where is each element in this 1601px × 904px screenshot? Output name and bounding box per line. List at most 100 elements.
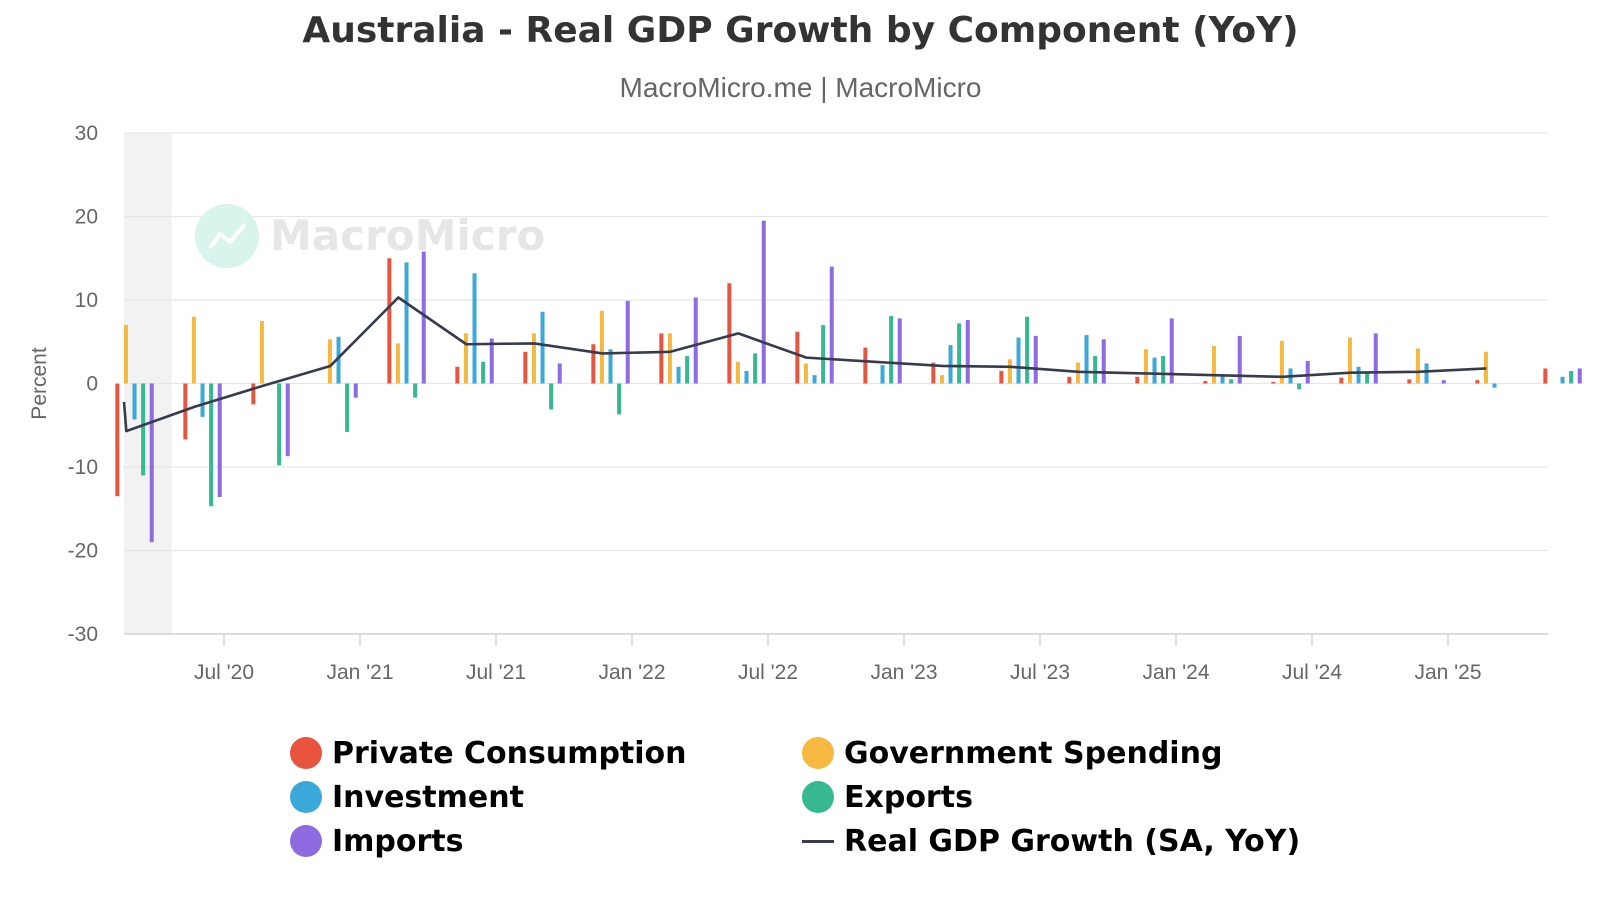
bar-investment <box>608 349 613 384</box>
bar-imports <box>1237 335 1242 384</box>
bar-investment <box>200 383 205 417</box>
bar-investment <box>1016 337 1021 384</box>
bar-investment <box>472 273 477 384</box>
bar-private-consumption <box>1135 376 1140 384</box>
bar-government-spending <box>259 320 264 384</box>
bar-private-consumption <box>1203 380 1208 384</box>
bar-imports <box>353 383 358 398</box>
chart-title: Australia - Real GDP Growth by Component… <box>302 10 1299 51</box>
bar-exports <box>1025 316 1030 384</box>
legend-item[interactable]: Imports <box>290 823 802 859</box>
bar-government-spending <box>735 361 740 384</box>
legend-item[interactable]: Investment <box>290 779 802 815</box>
bar-exports <box>685 355 690 384</box>
bar-imports <box>217 383 222 498</box>
bar-private-consumption <box>455 366 460 384</box>
bar-imports <box>1441 380 1446 384</box>
bar-private-consumption <box>1271 381 1276 384</box>
bar-investment <box>812 375 817 384</box>
bar-private-consumption <box>1339 377 1344 384</box>
legend-dot-swatch <box>290 781 322 813</box>
bar-imports <box>829 266 834 384</box>
bar-private-consumption <box>523 351 528 384</box>
bar-exports <box>413 383 418 398</box>
bar-government-spending <box>939 375 944 384</box>
bar-government-spending <box>803 363 808 384</box>
x-tick-label: Jul '21 <box>466 661 526 684</box>
x-tick-label: Jan '24 <box>1142 661 1209 684</box>
watermark-icon-line <box>208 222 247 250</box>
bar-imports <box>421 251 426 384</box>
bar-investment <box>1560 376 1565 384</box>
bar-investment <box>676 366 681 384</box>
bar-investment <box>1084 335 1089 384</box>
bar-exports <box>141 383 146 476</box>
y-tick-label: 0 <box>86 373 98 396</box>
watermark-logo: MacroMicro <box>195 204 545 268</box>
bar-investment <box>540 311 545 384</box>
x-tick-label: Jul '22 <box>738 661 798 684</box>
bar-exports <box>889 315 894 384</box>
bar-government-spending <box>123 325 128 384</box>
bar-imports <box>693 297 698 384</box>
legend-item[interactable]: Exports <box>802 779 1322 815</box>
legend-label: Private Consumption <box>332 735 687 771</box>
bar-government-spending <box>1007 359 1012 384</box>
bar-investment <box>1424 363 1429 384</box>
x-tick-label: Jan '23 <box>870 661 937 684</box>
bar-imports <box>285 383 290 457</box>
bar-government-spending <box>1143 349 1148 384</box>
bar-government-spending <box>1211 345 1216 384</box>
legend-line-swatch <box>802 839 834 843</box>
bar-imports <box>1305 360 1310 384</box>
bar-government-spending <box>599 310 604 384</box>
legend-dot-swatch <box>290 737 322 769</box>
bar-imports <box>897 318 902 384</box>
legend-label: Real GDP Growth (SA, YoY) <box>844 823 1301 859</box>
x-tick-label: Jan '21 <box>326 661 393 684</box>
bar-imports <box>1577 368 1582 384</box>
y-axis-title: Percent <box>28 347 51 420</box>
bar-private-consumption <box>863 347 868 384</box>
bar-exports <box>1297 383 1302 390</box>
bar-private-consumption <box>115 383 120 497</box>
bar-investment <box>948 345 953 384</box>
bar-government-spending <box>667 333 672 384</box>
y-tick-label: -10 <box>68 456 98 479</box>
x-tick-label: Jan '22 <box>598 661 665 684</box>
legend-item[interactable]: Real GDP Growth (SA, YoY) <box>802 823 1322 859</box>
bar-government-spending <box>1415 348 1420 384</box>
bar-exports <box>1161 355 1166 384</box>
bar-government-spending <box>327 339 332 384</box>
legend-item[interactable]: Private Consumption <box>290 735 802 771</box>
bar-private-consumption <box>251 383 256 405</box>
bar-investment <box>132 383 137 420</box>
bar-private-consumption <box>387 258 392 384</box>
bar-private-consumption <box>795 331 800 384</box>
bar-imports <box>1373 333 1378 384</box>
bar-imports <box>557 363 562 384</box>
bar-exports <box>1569 370 1574 384</box>
bar-exports <box>209 383 214 507</box>
series-line-real-gdp-growth <box>122 296 1487 433</box>
bar-exports <box>957 323 962 384</box>
legend-label: Imports <box>332 823 464 859</box>
legend-dot-swatch <box>802 781 834 813</box>
y-tick-label: 20 <box>75 206 98 229</box>
bar-imports <box>1169 318 1174 384</box>
bar-private-consumption <box>1407 379 1412 384</box>
bar-imports <box>625 300 630 384</box>
x-tick-label: Jul '23 <box>1010 661 1070 684</box>
bar-imports <box>1033 335 1038 384</box>
bar-exports <box>1093 355 1098 384</box>
bar-government-spending <box>463 333 468 384</box>
bar-investment <box>1356 366 1361 384</box>
bar-investment <box>1220 375 1225 384</box>
bar-private-consumption <box>1475 380 1480 384</box>
x-tick-label: Jan '25 <box>1414 661 1481 684</box>
legend-item[interactable]: Government Spending <box>802 735 1322 771</box>
bar-government-spending <box>1347 337 1352 384</box>
bar-investment <box>1492 383 1497 388</box>
legend-label: Government Spending <box>844 735 1223 771</box>
y-tick-label: 10 <box>75 289 98 312</box>
